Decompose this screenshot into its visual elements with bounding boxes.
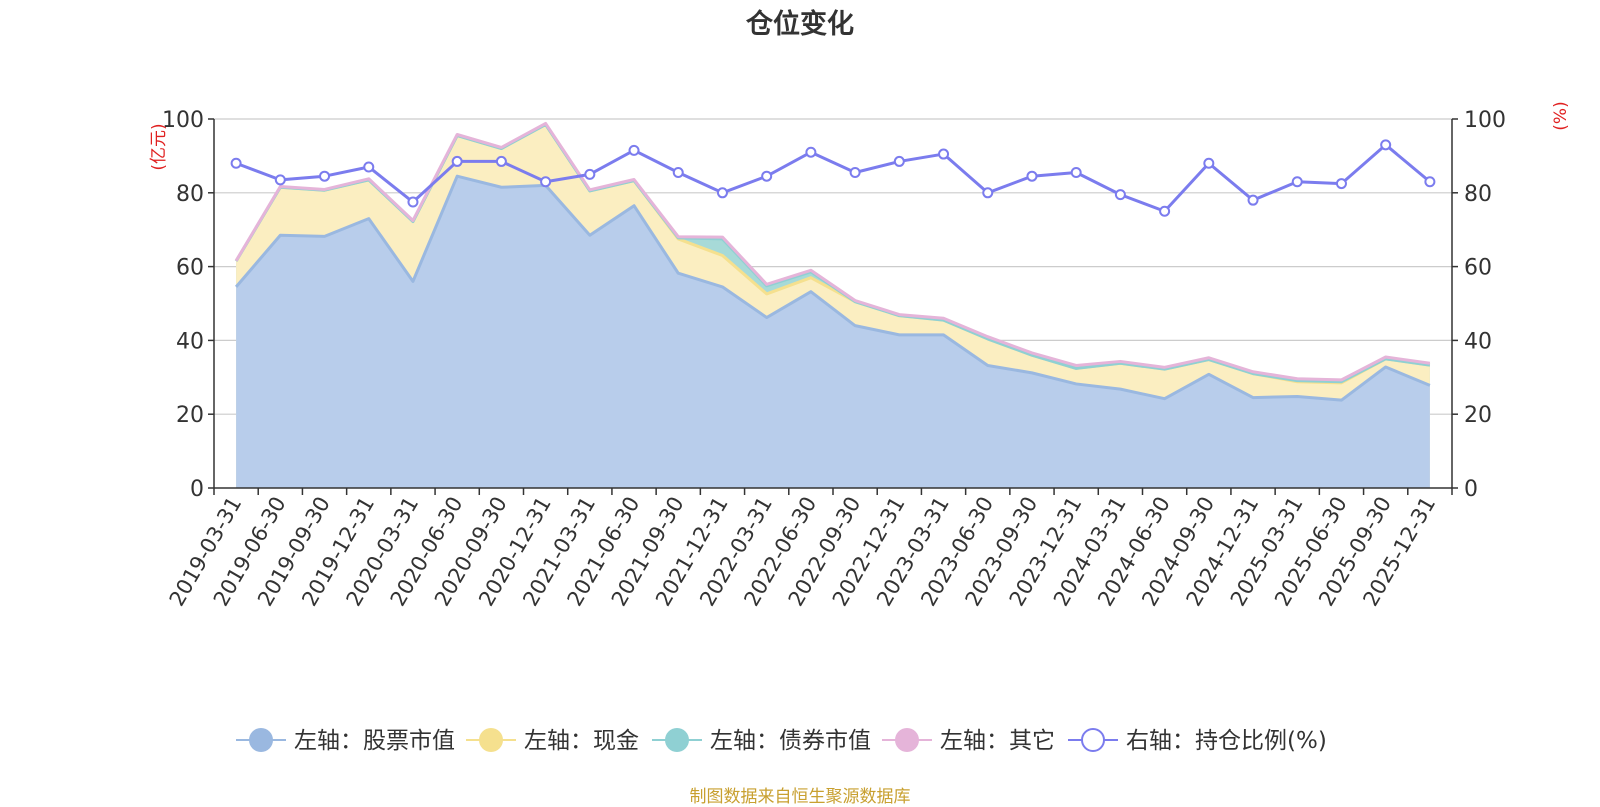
legend-marker <box>895 728 919 752</box>
holding-ratio-point <box>982 187 994 199</box>
area-line-左轴：股票市值 <box>234 174 1431 402</box>
holding-ratio-point <box>1291 176 1303 188</box>
data-source-note: 制图数据来自恒生聚源数据库 <box>689 787 911 807</box>
holding-ratio-point <box>893 155 905 167</box>
legend-item: 左轴：其它 <box>882 728 1055 754</box>
left-tick-label: 0 <box>190 477 204 502</box>
left-axis-label: (亿元) <box>149 123 169 170</box>
holding-ratio-point <box>1026 170 1038 182</box>
holding-ratio-point <box>1159 205 1171 217</box>
holding-ratio-point <box>1247 194 1259 206</box>
holding-ratio-point <box>849 167 861 179</box>
right-tick-label: 0 <box>1464 477 1478 502</box>
left-tick-label: 80 <box>176 182 204 207</box>
legend-marker <box>665 728 689 752</box>
legend-marker <box>1081 728 1105 752</box>
holding-ratio-point <box>495 155 507 167</box>
legend-item: 左轴：现金 <box>466 728 639 754</box>
legend-item: 右轴：持仓比例(%) <box>1068 728 1327 754</box>
legend-label: 左轴：股票市值 <box>294 728 455 754</box>
right-tick-label: 40 <box>1464 329 1492 354</box>
holding-ratio-point <box>716 187 728 199</box>
holding-ratio-line <box>235 143 1431 213</box>
holding-ratio-point <box>363 161 375 173</box>
holding-ratio-point <box>584 168 596 180</box>
holding-ratio-point <box>1070 167 1082 179</box>
legend-item: 左轴：股票市值 <box>236 728 455 754</box>
legend-marker <box>479 728 503 752</box>
holding-ratio-point <box>938 148 950 160</box>
right-tick-label: 80 <box>1464 182 1492 207</box>
holding-ratio-point <box>1335 178 1347 190</box>
right-axis-label: (%) <box>1551 101 1571 130</box>
legend-label: 左轴：现金 <box>524 728 639 754</box>
left-tick-label: 100 <box>162 108 204 133</box>
holding-ratio-point <box>761 170 773 182</box>
stacked-areas <box>234 121 1431 488</box>
left-tick-label: 60 <box>176 256 204 281</box>
right-tick-label: 100 <box>1464 108 1506 133</box>
area-line-左轴：其它 <box>234 121 1431 382</box>
holding-ratio-point <box>319 170 331 182</box>
holding-ratio-point <box>1424 176 1436 188</box>
legend-label: 左轴：债券市值 <box>710 728 871 754</box>
chart-title: 仓位变化 <box>745 8 854 40</box>
legend-label: 左轴：其它 <box>940 728 1055 754</box>
right-tick-label: 20 <box>1464 403 1492 428</box>
holding-ratio-point <box>672 167 684 179</box>
holding-ratio-point <box>451 155 463 167</box>
left-tick-label: 20 <box>176 403 204 428</box>
holding-ratio-point <box>1114 189 1126 201</box>
area-左轴：股票市值 <box>236 176 1430 488</box>
legend-label: 右轴：持仓比例(%) <box>1126 728 1327 754</box>
holding-ratio-point <box>1203 157 1215 169</box>
holding-ratio-point <box>230 157 242 169</box>
holding-ratio-point <box>540 176 552 188</box>
legend-marker <box>249 728 273 752</box>
holding-ratio-point <box>628 144 640 156</box>
left-tick-label: 40 <box>176 329 204 354</box>
legend-item: 左轴：债券市值 <box>652 728 871 754</box>
holding-ratio-point <box>274 174 286 186</box>
holding-ratio-point <box>407 196 419 208</box>
holding-ratio-point <box>1380 139 1392 151</box>
holding-ratio-point <box>805 146 817 158</box>
right-tick-label: 60 <box>1464 256 1492 281</box>
